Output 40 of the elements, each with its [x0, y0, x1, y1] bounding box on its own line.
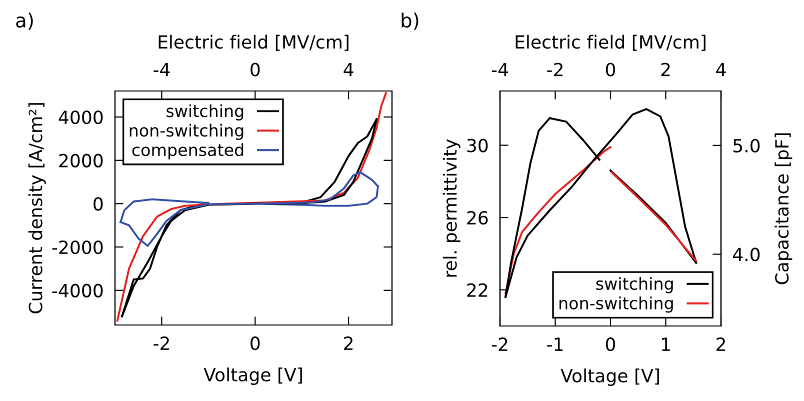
y-tick-label: 0	[94, 197, 103, 211]
y-tick-label: -4000	[52, 284, 103, 298]
y-tick-label: -2000	[52, 240, 103, 254]
x-tick-label: -2	[154, 336, 169, 350]
y-tick-label: 30	[467, 138, 488, 152]
legend-label: switching	[596, 277, 673, 294]
y2-tick-label: 5.0	[734, 138, 760, 153]
x-tick-label: 2	[344, 336, 352, 350]
legend-label: non-switching	[130, 124, 244, 140]
x2-tick-label: 4	[344, 62, 354, 76]
x-tick-label: -1	[547, 338, 563, 351]
x-axis-title: Voltage [V]	[204, 367, 302, 385]
legend-label: non-switching	[560, 296, 673, 313]
y-tick-label: 22	[467, 283, 488, 297]
y2-axis-title: Capacitance [pF]	[774, 133, 792, 284]
text: b)	[402, 12, 418, 30]
x2-tick-label: -4	[154, 62, 170, 76]
x2-tick-label: 0	[250, 62, 260, 76]
y-axis-title: rel. permittivity	[442, 139, 460, 277]
legend-label: switching	[166, 104, 244, 120]
x2-tick-label: 4	[716, 62, 726, 76]
y-axis-title: Current density [A/cm²]	[28, 103, 46, 314]
legend-label: compensated	[132, 143, 244, 160]
x2-axis-title: Electric field [MV/cm]	[516, 34, 706, 51]
x2-tick-label: -2	[547, 62, 562, 76]
x-tick-label: -2	[492, 337, 508, 351]
y-tick-label: 4000	[58, 110, 103, 124]
x-tick-label: 0	[250, 336, 260, 350]
y2-tick-label: 4.0	[732, 248, 760, 262]
x2-tick-label: 0	[606, 62, 616, 76]
x-tick-label: 1	[662, 338, 670, 351]
x2-tick-label: 2	[661, 62, 670, 76]
x-tick-label: 0	[606, 337, 616, 352]
text: a)	[16, 12, 33, 30]
x-axis-title: Voltage [V]	[560, 368, 659, 386]
y-tick-label: 26	[467, 211, 488, 225]
y-tick-label: 2000	[59, 154, 103, 168]
x2-tick-label: -4	[492, 62, 508, 76]
x-tick-label: 2	[716, 337, 725, 351]
x2-axis-title: Electric field [MV/cm]	[158, 34, 348, 51]
